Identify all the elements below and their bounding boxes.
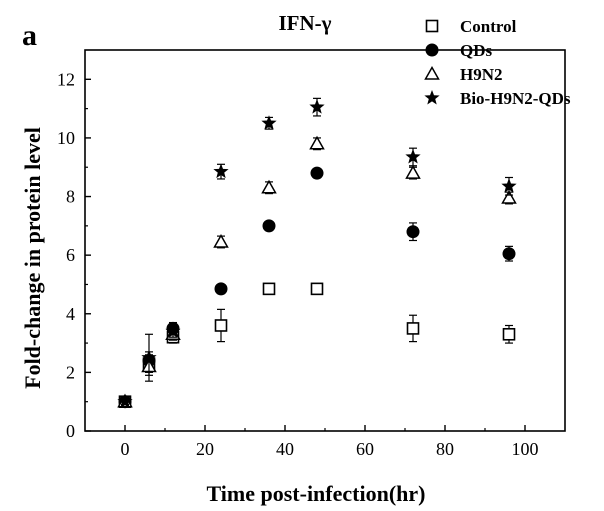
y-tick-label: 2 bbox=[66, 362, 75, 382]
data-point bbox=[310, 282, 324, 296]
data-point bbox=[501, 178, 517, 193]
x-tick-label: 40 bbox=[276, 439, 294, 459]
y-axis-title: Fold-change in protein level bbox=[20, 127, 45, 389]
data-point bbox=[502, 327, 516, 341]
data-point bbox=[213, 163, 229, 179]
data-point bbox=[117, 393, 133, 409]
y-tick-label: 8 bbox=[66, 187, 75, 207]
data-point bbox=[262, 219, 276, 233]
data-point bbox=[310, 166, 324, 180]
x-tick-label: 100 bbox=[512, 439, 539, 459]
legend-marker bbox=[424, 65, 440, 80]
panel-letter: a bbox=[22, 19, 37, 52]
y-axis: 0 2 4 6 8 10 12 bbox=[57, 69, 91, 441]
legend: Control QDs H9N2 Bio-H9N2-QDs bbox=[424, 17, 571, 108]
y-tick-label: 12 bbox=[57, 69, 75, 89]
x-axis: 0 20 40 60 80 100 bbox=[121, 425, 539, 459]
data-point bbox=[214, 282, 228, 296]
data-point bbox=[141, 349, 157, 365]
y-tick-label: 10 bbox=[57, 128, 75, 148]
x-tick-label: 60 bbox=[356, 439, 374, 459]
legend-item: Bio-H9N2-QDs bbox=[424, 89, 571, 108]
series-control bbox=[118, 282, 516, 408]
data-point bbox=[406, 322, 420, 335]
data-point bbox=[213, 233, 229, 248]
legend-label: Bio-H9N2-QDs bbox=[460, 89, 571, 108]
data-point bbox=[502, 247, 516, 261]
data-point bbox=[214, 319, 228, 332]
y-tick-label: 6 bbox=[66, 245, 75, 265]
data-point bbox=[261, 179, 277, 194]
data-point bbox=[309, 99, 325, 114]
x-tick-label: 20 bbox=[196, 439, 214, 459]
data-point bbox=[165, 323, 181, 338]
x-tick-label: 80 bbox=[436, 439, 454, 459]
legend-label: H9N2 bbox=[460, 65, 503, 84]
data-point bbox=[501, 189, 517, 204]
y-tick-label: 4 bbox=[66, 304, 75, 324]
legend-item: H9N2 bbox=[424, 65, 503, 84]
chart-title: IFN-γ bbox=[279, 11, 332, 35]
legend-marker bbox=[424, 90, 440, 105]
y-tick-label: 0 bbox=[66, 421, 75, 441]
data-point bbox=[262, 282, 276, 296]
series-bio-h9n2-qds bbox=[117, 97, 517, 409]
data-point bbox=[261, 115, 277, 130]
series-layer bbox=[117, 97, 517, 409]
x-axis-title: Time post-infection(hr) bbox=[207, 481, 426, 506]
data-point bbox=[405, 148, 421, 164]
data-point bbox=[406, 225, 420, 239]
legend-item: Control bbox=[425, 17, 517, 36]
legend-label: QDs bbox=[460, 41, 493, 60]
legend-marker bbox=[425, 19, 439, 33]
legend-marker bbox=[425, 43, 439, 57]
legend-item: QDs bbox=[425, 41, 493, 60]
x-tick-label: 0 bbox=[121, 439, 130, 459]
legend-label: Control bbox=[460, 17, 517, 36]
data-point bbox=[405, 165, 421, 179]
data-point bbox=[309, 135, 325, 150]
